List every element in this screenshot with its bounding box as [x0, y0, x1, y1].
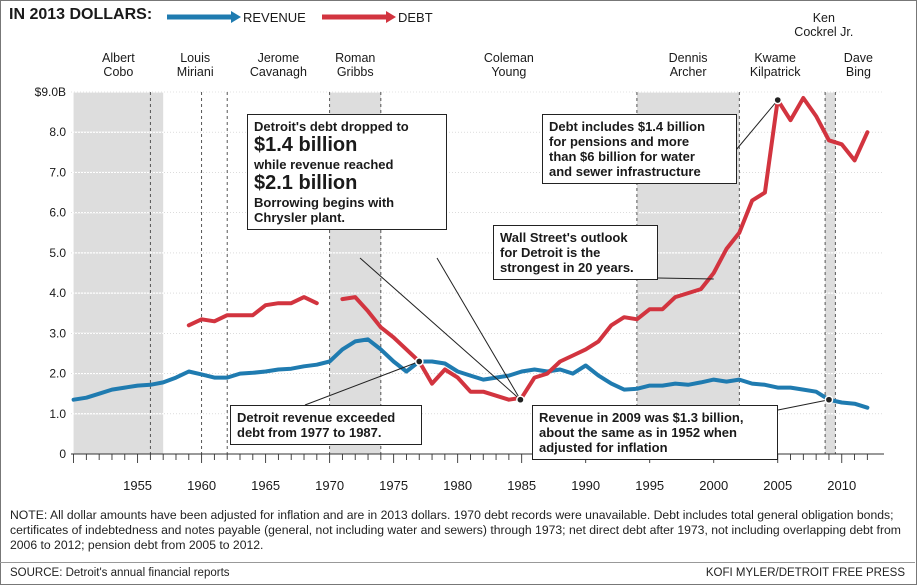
y-tick-label: $9.0B	[35, 85, 66, 99]
mayor-name: Cockrel Jr.	[794, 25, 853, 39]
annotation-figure: $2.1 billion	[254, 172, 358, 194]
y-tick-label: 3.0	[49, 326, 66, 340]
mayor-name: Bing	[846, 65, 871, 79]
mayor-name: Archer	[670, 65, 707, 79]
chart-title: IN 2013 DOLLARS:	[9, 6, 153, 23]
mayor-name: Louis	[180, 51, 210, 65]
annotation-wall-street: Wall Street's outlook for Detroit is the…	[493, 225, 658, 280]
mayor-name: Ken	[813, 11, 835, 25]
x-tick-label: 1965	[251, 478, 280, 493]
mayor-term-band	[73, 92, 164, 454]
x-tick-label: 1995	[635, 478, 664, 493]
revenue-line	[71, 337, 870, 410]
footnote: NOTE: All dollar amounts have been adjus…	[10, 508, 901, 552]
legend-debt-arrow	[386, 11, 396, 23]
annotation-text: Wall Street's outlook	[500, 230, 628, 245]
annotation-text: while revenue reached	[254, 157, 394, 172]
annotation-text: Chrysler plant.	[254, 210, 346, 225]
annotation-figure: $1.4 billion	[254, 134, 358, 156]
legend-revenue-label: REVENUE	[243, 10, 306, 25]
annotation-text: about the same as in 1952 when	[539, 425, 737, 440]
annotation-marker	[773, 95, 783, 105]
mayor-name: Cavanagh	[250, 65, 307, 79]
annotation-debt-includes: Debt includes $1.4 billion for pensions …	[542, 114, 737, 184]
annotation-leader	[436, 257, 521, 400]
annotation-text: for Detroit is the	[500, 245, 601, 260]
annotation-text: for pensions and more	[549, 134, 690, 149]
annotation-text: Detroit revenue exceeded	[237, 410, 396, 425]
annotation-debt-dropped: Detroit's debt dropped to $1.4 billion w…	[247, 114, 447, 230]
mayor-name: Miriani	[177, 65, 214, 79]
annotation-leader	[735, 99, 779, 151]
x-tick-label: 1955	[123, 478, 152, 493]
debt-line	[186, 295, 319, 328]
annotation-text: strongest in 20 years.	[500, 260, 634, 275]
mayor-name: Albert	[102, 51, 135, 65]
y-tick-label: 6.0	[49, 206, 66, 220]
annotation-leader	[777, 399, 830, 411]
mayor-name: Young	[491, 65, 526, 79]
legend-revenue-arrow	[231, 11, 241, 23]
mayor-name: Kilpatrick	[750, 65, 801, 79]
annotation-text: Debt includes $1.4 billion	[549, 119, 706, 134]
annotation-text: Borrowing begins with	[254, 195, 395, 210]
mayor-name: Coleman	[484, 51, 534, 65]
y-tick-label: 2.0	[49, 367, 66, 381]
annotation-text: and sewer infrastructure	[549, 164, 701, 179]
x-tick-label: 1980	[443, 478, 472, 493]
annotation-marker	[414, 357, 424, 366]
x-tick-label: 1985	[507, 478, 536, 493]
annotation-leader	[304, 361, 420, 406]
annotation-text: adjusted for inflation	[539, 440, 668, 455]
y-tick-label: 1.0	[49, 407, 66, 421]
annotation-marker	[824, 395, 834, 405]
divider	[0, 562, 915, 563]
annotation-revenue-2009: Revenue in 2009 was $1.3 billion, about …	[532, 405, 778, 460]
credit-line: KOFI MYLER/DETROIT FREE PRESS	[705, 567, 905, 579]
mayor-name: Dennis	[669, 51, 708, 65]
y-tick-label: 8.0	[49, 125, 66, 139]
annotation-text: Detroit's debt dropped to	[254, 119, 409, 134]
chart-svg: 0 1.0 2.0 3.0 4.0 5.0 6.0 7.0 8.0 $9.0B 1955 1960 19…	[35, 10, 884, 493]
source-line: SOURCE: Detroit's annual financial repor…	[10, 567, 230, 579]
mayor-name: Dave	[844, 51, 873, 65]
mayor-name: Roman	[335, 51, 375, 65]
annotation-text: Revenue in 2009 was $1.3 billion,	[539, 410, 744, 425]
x-tick-label: 2000	[699, 478, 728, 493]
mayor-name: Cobo	[103, 65, 133, 79]
y-tick-label: 7.0	[49, 165, 66, 179]
annotation-revenue-exceeded: Detroit revenue exceeded debt from 1977 …	[230, 405, 422, 445]
annotation-text: than $6 billion for water	[549, 149, 695, 164]
mayor-name: Gribbs	[337, 65, 374, 79]
x-tick-label: 2010	[827, 478, 856, 493]
y-tick-label: 0	[59, 447, 66, 461]
legend-debt-label: DEBT	[398, 10, 433, 25]
x-tick-label: 1975	[379, 478, 408, 493]
x-tick-label: 1970	[315, 478, 344, 493]
x-tick-label: 1960	[187, 478, 216, 493]
annotation-text: debt from 1977 to 1987.	[237, 425, 382, 440]
x-tick-label: 2005	[763, 478, 792, 493]
y-tick-label: 4.0	[49, 286, 66, 300]
annotation-leader	[359, 257, 521, 401]
mayor-term-band	[825, 92, 836, 454]
annotation-marker	[516, 395, 525, 405]
mayor-name: Jerome	[258, 51, 300, 65]
x-tick-label: 1990	[571, 478, 600, 493]
mayor-name: Kwame	[754, 51, 796, 65]
annotation-leader	[657, 277, 714, 280]
y-tick-label: 5.0	[49, 246, 66, 260]
